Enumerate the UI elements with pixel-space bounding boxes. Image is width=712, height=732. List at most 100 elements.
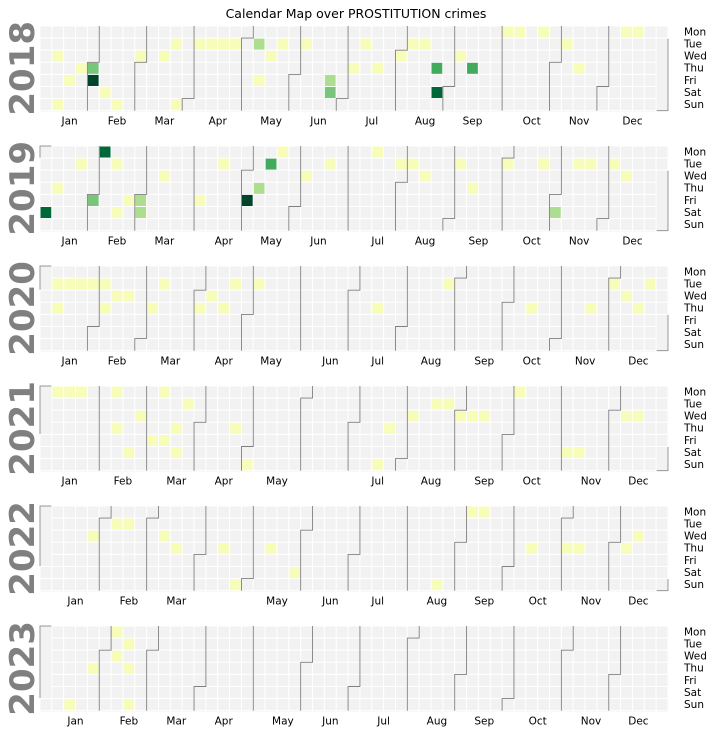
day-cell-2018-08-19	[418, 98, 432, 112]
day-cell-2020-06-15	[323, 265, 337, 279]
day-cell-2023-05-16	[276, 637, 290, 651]
day-cell-2018-01-25	[75, 61, 88, 75]
month-tick-label: Sep	[474, 476, 494, 488]
day-cell-2021-03-14	[157, 458, 171, 472]
year-label: 2022	[3, 501, 43, 596]
day-cell-2018-12-20	[631, 61, 645, 75]
day-cell-2019-06-30	[335, 218, 349, 232]
day-cell-2019-06-13	[312, 181, 325, 195]
day-cell-2021-06-13	[312, 458, 325, 472]
day-cell-2018-11-01	[549, 61, 562, 75]
day-cell-2018-10-15	[525, 25, 539, 39]
day-cell-2019-02-01	[86, 193, 100, 207]
day-cell-2020-04-21	[229, 277, 242, 291]
day-cell-2023-11-23	[596, 661, 610, 675]
day-cell-2022-05-12	[264, 541, 278, 555]
day-cell-2019-10-14	[525, 145, 539, 159]
day-cell-2019-02-24	[122, 218, 136, 232]
day-cell-2023-04-05	[205, 649, 219, 663]
day-cell-2022-12-10	[620, 566, 633, 580]
day-cell-2022-02-27	[134, 578, 148, 592]
day-cell-2020-02-29	[134, 326, 148, 340]
day-cell-2020-01-10	[51, 313, 65, 327]
day-cell-2018-02-28	[134, 49, 148, 63]
day-cell-2021-11-24	[596, 409, 610, 423]
day-cell-2020-04-18	[217, 326, 231, 340]
day-cell-2020-05-06	[252, 289, 266, 303]
day-cell-2023-01-07	[51, 686, 65, 700]
day-cell-2022-03-24	[181, 541, 195, 555]
day-cell-2023-03-02	[146, 661, 159, 675]
day-cell-2021-10-15	[525, 433, 539, 447]
day-cell-2022-02-26	[134, 566, 148, 580]
day-cell-2023-12-24	[643, 698, 657, 712]
day-cell-2022-09-23	[489, 553, 503, 568]
day-cell-2020-10-17	[525, 326, 539, 340]
day-cell-2023-06-04	[300, 698, 314, 712]
day-cell-2023-12-23	[643, 686, 657, 700]
day-cell-2019-04-04	[193, 181, 207, 195]
day-cell-2021-06-04	[300, 433, 314, 447]
day-cell-2018-10-05	[501, 73, 515, 88]
day-cell-2023-11-27	[608, 625, 622, 639]
day-cell-2019-08-08	[406, 181, 420, 195]
day-cell-2018-10-10	[513, 49, 527, 63]
month-tick-label: Jul	[370, 236, 384, 248]
day-cell-2018-12-10	[620, 25, 633, 39]
month-tick-label: May	[260, 116, 282, 128]
day-cell-2023-11-25	[596, 686, 610, 700]
day-cell-2019-05-14	[264, 157, 278, 171]
day-cell-2021-12-24	[643, 433, 657, 447]
day-cell-2019-08-10	[406, 206, 420, 220]
day-cell-2018-06-25	[335, 25, 349, 39]
day-cell-2022-08-31	[454, 529, 468, 543]
day-cell-2023-04-04	[205, 637, 219, 651]
day-cell-2021-01-14	[63, 421, 77, 435]
day-cell-2020-03-30	[193, 265, 207, 279]
day-cell-2018-09-22	[477, 86, 491, 100]
day-cell-2018-11-18	[572, 98, 586, 112]
day-cell-2023-03-05	[146, 698, 159, 712]
day-cell-2022-08-08	[418, 505, 432, 519]
day-cell-2022-09-24	[489, 566, 503, 580]
day-cell-2018-06-01	[288, 73, 302, 88]
day-cell-2021-08-08	[406, 458, 420, 472]
month-boundary	[86, 146, 100, 231]
day-cell-2021-09-10	[466, 433, 479, 447]
day-cell-2020-02-28	[134, 313, 148, 327]
day-cell-2019-08-12	[418, 145, 432, 159]
day-cell-2021-05-15	[264, 446, 278, 460]
day-cell-2022-07-02	[347, 566, 361, 580]
day-cell-2023-08-23	[442, 649, 456, 663]
day-cell-2019-07-24	[383, 169, 396, 183]
day-cell-2023-09-24	[489, 698, 503, 712]
day-cell-2018-06-30	[335, 86, 349, 100]
day-cell-2018-07-25	[383, 49, 396, 63]
day-cell-2023-09-25	[501, 625, 515, 639]
day-cell-2022-12-17	[631, 566, 645, 580]
month-boundary	[86, 26, 100, 111]
day-cell-2019-10-23	[537, 169, 551, 183]
day-cell-2021-01-18	[75, 385, 88, 399]
day-cell-2019-02-21	[122, 181, 136, 195]
day-cell-2020-10-19	[537, 265, 551, 279]
day-cell-2022-12-02	[608, 553, 622, 568]
month-tick-label: Apr	[215, 236, 234, 248]
month-tick-label: Feb	[120, 596, 139, 608]
day-cell-2021-06-02	[300, 409, 314, 423]
day-cell-2021-12-19	[631, 458, 645, 472]
day-cell-2022-11-03	[560, 541, 574, 555]
day-cell-2018-08-13	[418, 25, 432, 39]
day-cell-2023-11-03	[560, 673, 574, 688]
day-cell-2022-02-15	[122, 517, 136, 531]
day-cell-2020-07-15	[371, 289, 385, 303]
day-cell-2023-08-29	[454, 637, 468, 651]
day-cell-2020-09-28	[501, 265, 515, 279]
day-cell-2018-11-19	[584, 25, 598, 39]
day-cell-2021-08-30	[454, 385, 468, 399]
day-cell-2022-01-22	[75, 566, 88, 580]
day-cell-2023-08-05	[406, 686, 420, 700]
day-cell-2019-02-12	[110, 157, 124, 171]
day-cell-2022-01-23	[75, 578, 88, 592]
day-cell-2019-07-04	[347, 181, 361, 195]
